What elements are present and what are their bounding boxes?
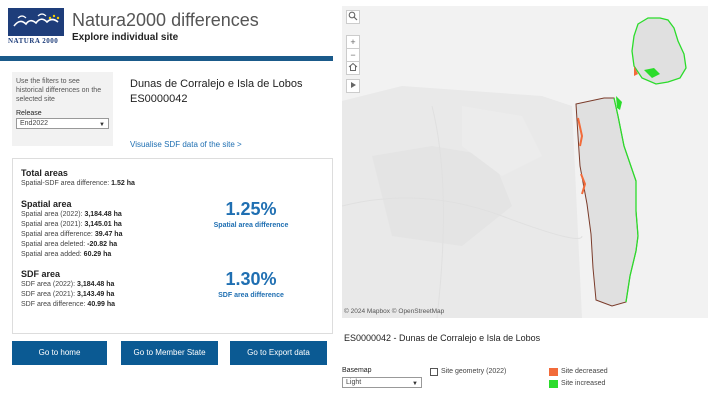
site-map[interactable] [342, 6, 708, 318]
home-icon [348, 62, 358, 71]
total-area-label: Spatial-SDF area difference: [21, 180, 110, 187]
site-increased-swatch [549, 380, 558, 388]
sdf-pct-label: SDF area difference [218, 292, 284, 299]
total-area-value: 1.52 ha [111, 180, 135, 187]
release-label: Release [16, 110, 42, 117]
zoom-out-button[interactable]: − [346, 48, 360, 62]
search-icon [348, 11, 358, 21]
site-name: Dunas de Corralejo e Isla de Lobos [130, 78, 303, 90]
row-value: 3,143.49 ha [77, 291, 115, 298]
isla-de-lobos-polygon [631, 17, 687, 85]
site-increased-label: Site increased [561, 380, 606, 387]
spatial-row: Spatial area added: 60.29 ha [21, 251, 111, 258]
site-decreased-label: Site decreased [561, 368, 608, 375]
sdf-row: SDF area (2022): 3,184.48 ha [21, 281, 114, 288]
map-home-button[interactable] [346, 61, 360, 75]
chevron-down-icon: ▼ [99, 122, 105, 128]
row-label: Spatial area added: [21, 251, 82, 258]
filters-panel: Use the filters to see historical differ… [12, 72, 113, 146]
row-value: 40.99 ha [87, 301, 116, 308]
go-to-export-data-button[interactable]: Go to Export data [230, 341, 327, 365]
row-label: Spatial area (2022): [21, 211, 83, 218]
row-value: -20.82 ha [87, 241, 118, 248]
release-select[interactable]: End2022 ▼ [16, 118, 109, 129]
spatial-pct-label: Spatial area difference [213, 222, 289, 229]
basemap-label: Basemap [342, 367, 372, 374]
row-value: 3,145.01 ha [84, 221, 122, 228]
row-label: SDF area difference: [21, 301, 86, 308]
basemap-select-value: Light [346, 379, 362, 386]
row-value: 39.47 ha [94, 231, 123, 238]
sdf-row: SDF area (2021): 3,143.49 ha [21, 291, 114, 298]
total-area-row: Spatial-SDF area difference: 1.52 ha [21, 180, 135, 187]
sdf-pct: 1.30% [225, 269, 277, 289]
header-divider [0, 56, 333, 61]
spatial-row: Spatial area (2021): 3,145.01 ha [21, 221, 122, 228]
site-code: ES0000042 [130, 93, 188, 105]
zoom-in-button[interactable]: + [346, 35, 360, 49]
site-decreased-swatch [549, 368, 558, 376]
visualise-sdf-link[interactable]: Visualise SDF data of the site > [130, 140, 242, 149]
page-title: Natura2000 differences [72, 10, 259, 30]
spatial-pct: 1.25% [225, 199, 277, 219]
go-to-member-state-button[interactable]: Go to Member State [121, 341, 218, 365]
spatial-row: Spatial area difference: 39.47 ha [21, 231, 122, 238]
spatial-area-title: Spatial area [21, 199, 72, 209]
site-geometry-checkbox[interactable] [430, 368, 438, 376]
map-play-button[interactable] [346, 79, 360, 93]
map-attribution[interactable]: © 2024 Mapbox © OpenStreetMap [344, 308, 445, 315]
birds-logo-icon [8, 8, 64, 36]
go-to-home-button[interactable]: Go to home [12, 341, 107, 365]
filters-help-text: Use the filters to see historical differ… [16, 78, 102, 103]
row-value: 60.29 ha [83, 251, 112, 258]
stats-card: Total areas Spatial-SDF area difference:… [12, 158, 333, 334]
chevron-down-icon: ▼ [412, 381, 418, 387]
page-subtitle: Explore individual site [72, 32, 179, 43]
total-areas-title: Total areas [21, 168, 68, 178]
sdf-row: SDF area difference: 40.99 ha [21, 301, 115, 308]
site-geometry-label: Site geometry (2022) [441, 368, 507, 375]
row-label: SDF area (2021): [21, 291, 76, 298]
spatial-row: Spatial area (2022): 3,184.48 ha [21, 211, 122, 218]
spatial-row: Spatial area deleted: -20.82 ha [21, 241, 117, 248]
map-search-button[interactable] [346, 10, 360, 24]
map-canvas [342, 6, 708, 318]
row-value: 3,184.48 ha [77, 281, 115, 288]
logo-text: NATURA 2000 [8, 37, 59, 45]
row-value: 3,184.48 ha [84, 211, 122, 218]
row-label: Spatial area (2021): [21, 221, 83, 228]
natura2000-logo: NATURA 2000 [6, 6, 66, 48]
basemap-select[interactable]: Light ▼ [342, 377, 422, 388]
row-label: Spatial area difference: [21, 231, 93, 238]
row-label: SDF area (2022): [21, 281, 76, 288]
sdf-area-title: SDF area [21, 269, 61, 279]
release-select-value: End2022 [20, 120, 49, 127]
row-label: Spatial area deleted: [21, 241, 86, 248]
map-caption: ES0000042 - Dunas de Corralejo e Isla de… [344, 333, 541, 343]
play-icon [351, 82, 356, 88]
